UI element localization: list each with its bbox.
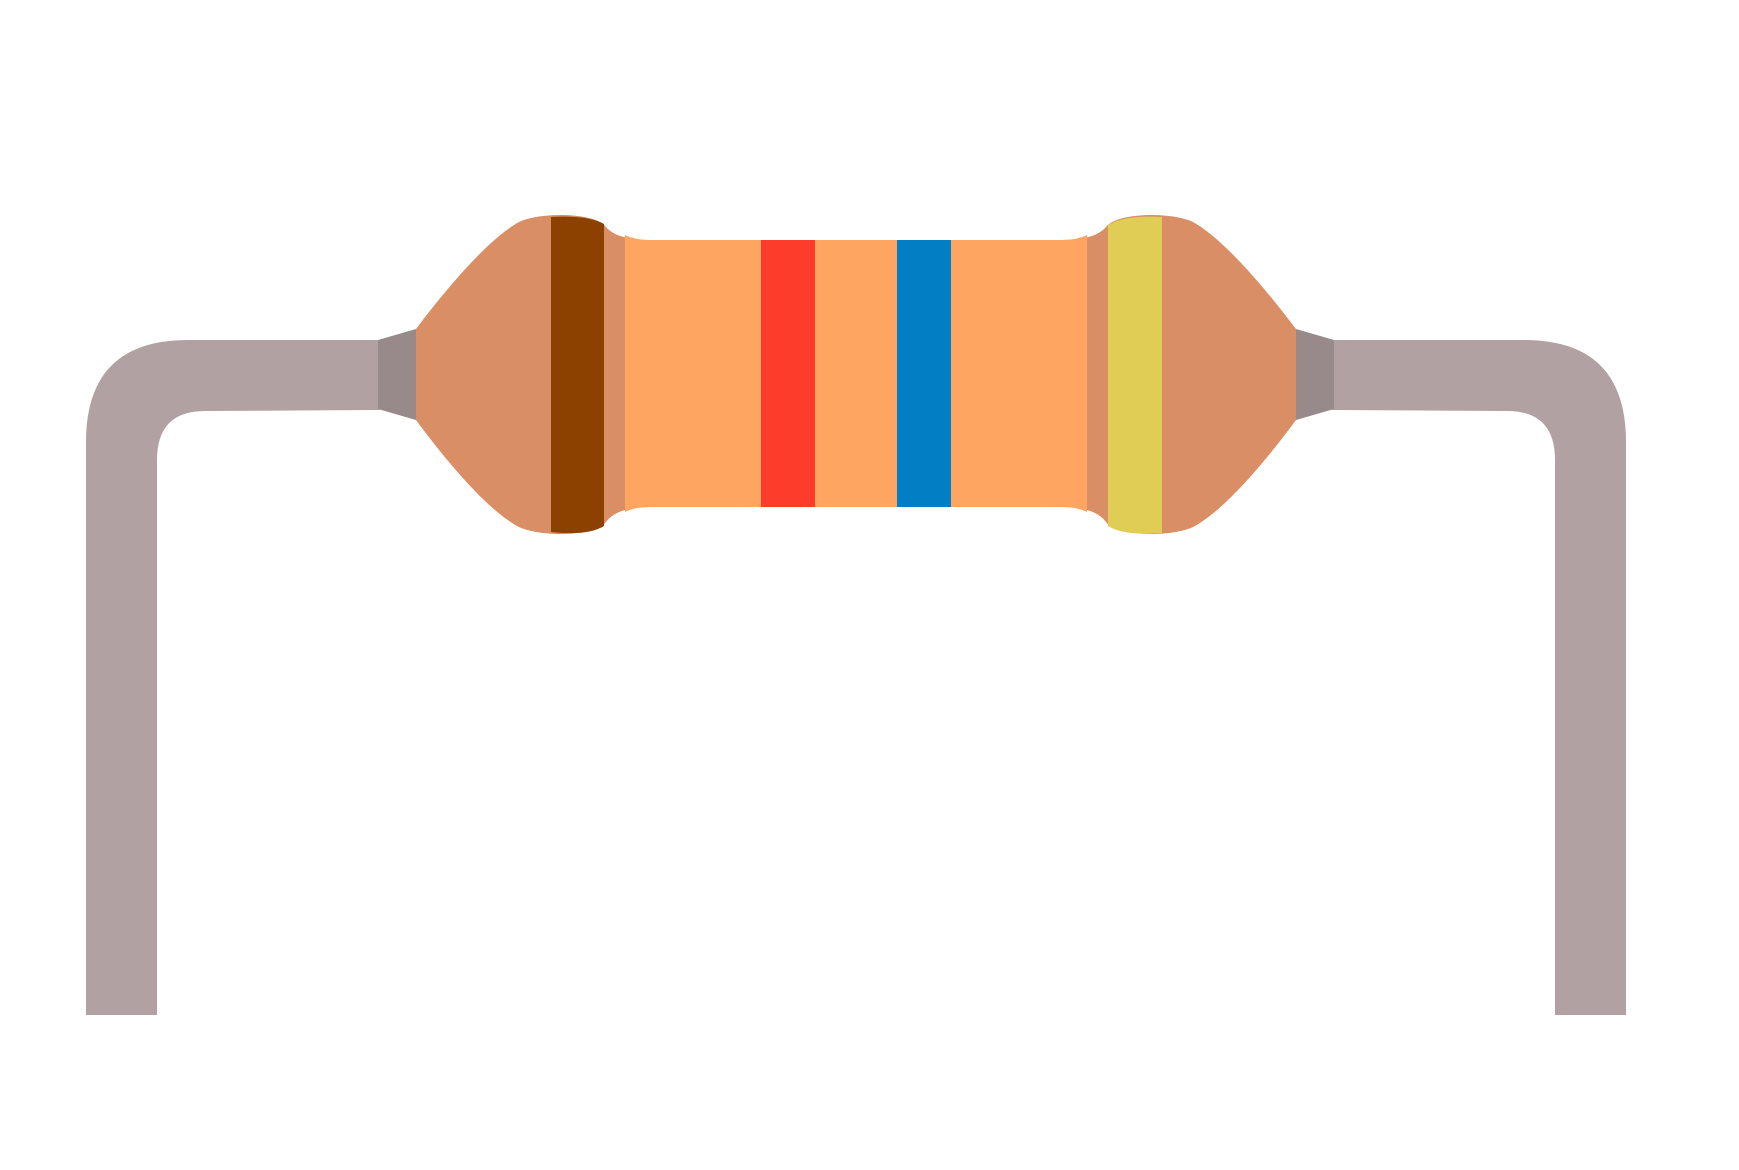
left-lead-collar [378,329,416,420]
band-1 [551,216,604,534]
left-lead-wire [86,340,380,1015]
right-lead-wire [1332,340,1626,1015]
resistor-body-center [625,235,1087,512]
band-tolerance [1108,216,1162,534]
right-lead-collar [1296,329,1334,420]
band-2 [761,240,815,507]
band-3 [897,240,951,507]
